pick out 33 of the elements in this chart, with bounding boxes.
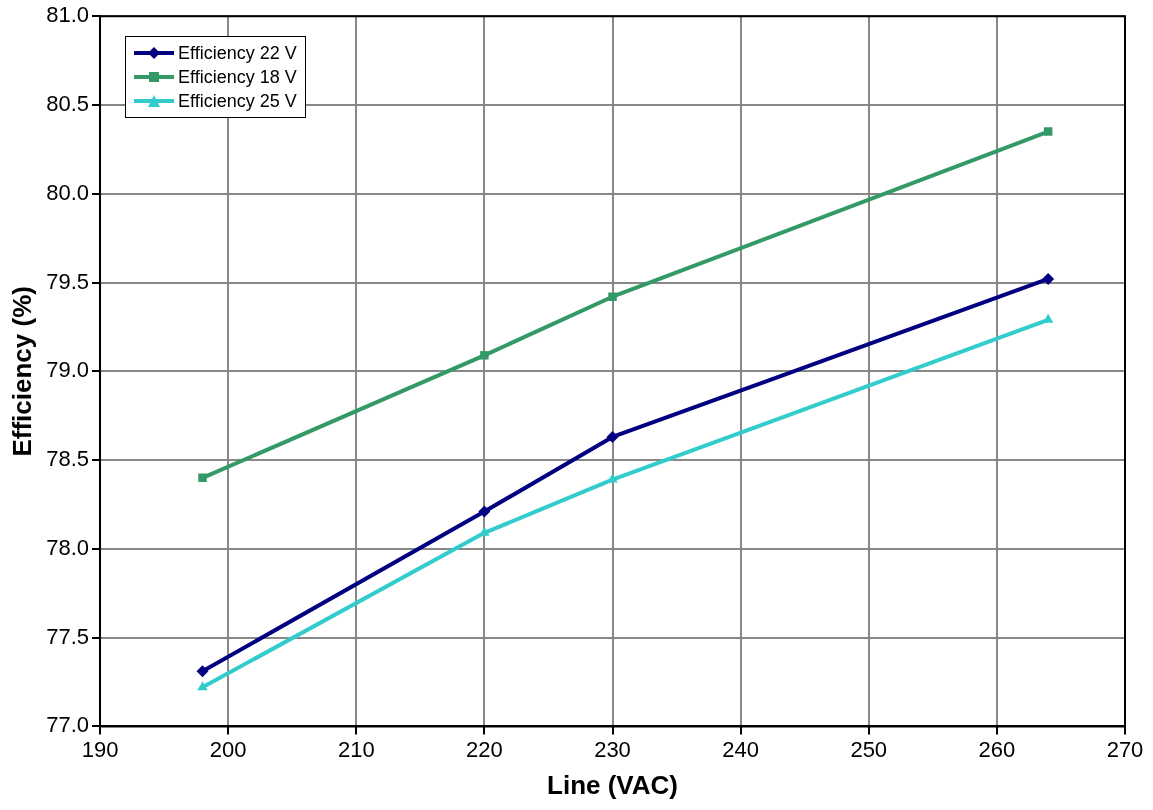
legend-label: Efficiency 22 V bbox=[178, 42, 297, 64]
x-tick-label: 230 bbox=[594, 736, 631, 762]
point bbox=[606, 430, 619, 443]
x-tick-label: 190 bbox=[81, 736, 119, 762]
y-axis-title: Efficiency (%) bbox=[6, 286, 37, 457]
y-tick-label: 79.5 bbox=[46, 268, 90, 294]
y-tick-label: 80.0 bbox=[46, 179, 90, 205]
point bbox=[480, 351, 489, 360]
y-tick-label: 79.0 bbox=[46, 357, 90, 383]
legend-label: Efficiency 25 V bbox=[178, 90, 297, 112]
point bbox=[198, 473, 207, 483]
x-tick-label: 220 bbox=[466, 736, 503, 762]
x-tick-label: 270 bbox=[1106, 736, 1144, 762]
y-tick-label: 78.5 bbox=[46, 446, 90, 472]
x-tick-label: 210 bbox=[337, 736, 375, 762]
x-tick-label: 260 bbox=[978, 736, 1016, 762]
point bbox=[479, 526, 490, 536]
point bbox=[1042, 272, 1055, 285]
point bbox=[478, 505, 491, 518]
point bbox=[196, 665, 209, 678]
point bbox=[608, 292, 617, 301]
y-tick-label: 80.5 bbox=[46, 91, 90, 117]
x-tick-label: 200 bbox=[209, 736, 247, 762]
y-tick-label: 78.0 bbox=[46, 534, 90, 560]
x-tick-label: 250 bbox=[850, 736, 888, 762]
y-tick-label: 81.0 bbox=[46, 2, 90, 28]
legend-label: Efficiency 18 V bbox=[178, 66, 297, 88]
x-axis-title: Line (VAC) bbox=[547, 769, 678, 800]
y-tick-label: 77.0 bbox=[46, 712, 90, 738]
point bbox=[197, 681, 208, 691]
point bbox=[1043, 127, 1053, 136]
x-tick-label: 240 bbox=[722, 736, 759, 762]
y-tick-label: 77.5 bbox=[46, 623, 90, 649]
